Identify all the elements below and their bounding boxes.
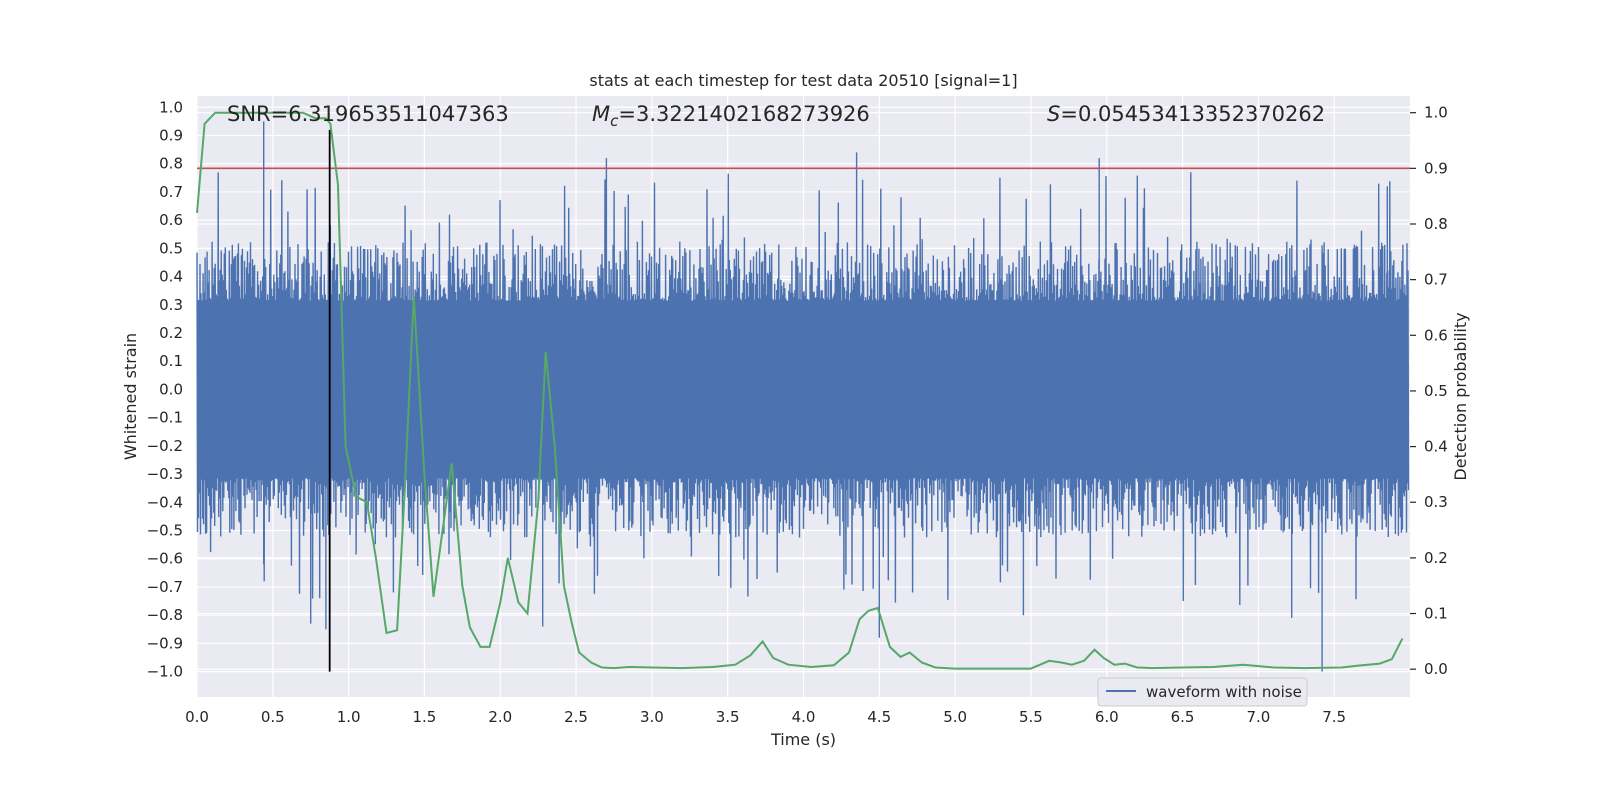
x-tick-label: 2.5: [564, 708, 588, 726]
detection-probability-series: [196, 111, 1404, 670]
left-y-axis-ticks: −1.0 −0.9 −0.8 −0.7 −0.6 −0.5 −0.4 −0.3 −0.2 −0.1…: [147, 98, 183, 680]
left-y-tick-label: 0.9: [159, 127, 183, 145]
right-y-tick-label: 0.3: [1424, 493, 1448, 511]
left-y-tick-label: −0.7: [147, 578, 183, 596]
right-y-tick-label: 0.0: [1424, 660, 1448, 678]
left-y-tick-label: 0.5: [159, 239, 183, 257]
x-tick-label: 1.0: [337, 708, 361, 726]
waveform-series: [196, 121, 1410, 672]
left-y-tick-label: −0.4: [147, 493, 183, 511]
left-y-tick-label: 0.6: [159, 211, 183, 229]
x-tick-label: 7.0: [1246, 708, 1270, 726]
right-y-tick-label: 1.0: [1424, 104, 1448, 122]
x-tick-label: 6.5: [1171, 708, 1195, 726]
right-y-tick-label: 0.1: [1424, 605, 1448, 623]
left-y-tick-label: 0.3: [159, 296, 183, 314]
right-y-tick-label: 0.8: [1424, 215, 1448, 233]
left-y-tick-label: 0.1: [159, 352, 183, 370]
left-y-tick-label: 0.0: [159, 380, 183, 398]
left-y-tick-label: 0.8: [159, 155, 183, 173]
x-tick-label: 6.0: [1095, 708, 1119, 726]
mc-value: =3.3221402168273926: [618, 102, 869, 126]
x-tick-label: 7.5: [1322, 708, 1346, 726]
left-y-tick-label: 0.2: [159, 324, 183, 342]
left-y-tick-label: 0.7: [159, 183, 183, 201]
right-y-tick-label: 0.6: [1424, 326, 1448, 344]
left-y-axis-label: Whitened strain: [121, 333, 140, 460]
x-axis-label: Time (s): [770, 730, 836, 749]
left-y-tick-label: −0.2: [147, 437, 183, 455]
right-y-tick-label: 0.5: [1424, 382, 1448, 400]
x-tick-label: 4.0: [792, 708, 816, 726]
mc-symbol: M: [592, 102, 610, 126]
x-tick-label: 2.0: [488, 708, 512, 726]
x-tick-label: 3.0: [640, 708, 664, 726]
left-y-tick-label: −1.0: [147, 663, 183, 681]
x-tick-label: 4.5: [867, 708, 891, 726]
left-y-tick-label: −0.6: [147, 550, 183, 568]
left-y-tick-label: −0.3: [147, 465, 183, 483]
snr-annotation: SNR=6.319653511047363: [227, 102, 509, 126]
left-y-tick-label: −0.9: [147, 634, 183, 652]
x-axis-ticks: 0.0 0.5 1.0 1.5 2.0 2.5 3.0 3.5 4.0 4.5 5.0 5.5 6.0 6…: [185, 708, 1346, 726]
left-y-tick-label: 1.0: [159, 98, 183, 116]
right-y-tick-label: 0.7: [1424, 271, 1448, 289]
chart-title: stats at each timestep for test data 205…: [589, 71, 1017, 90]
mc-subscript: c: [610, 112, 619, 130]
left-y-tick-label: −0.1: [147, 409, 183, 427]
left-y-tick-label: 0.4: [159, 268, 183, 286]
x-tick-label: 5.5: [1019, 708, 1043, 726]
right-y-axis-ticks: 0.0 0.1 0.2 0.3 0.4 0.5 0.6 0.7 0.8 0.9 1.0: [1410, 104, 1448, 678]
x-tick-label: 3.5: [716, 708, 740, 726]
legend: waveform with noise: [1097, 677, 1308, 707]
right-y-axis-label: Detection probability: [1451, 312, 1470, 480]
x-tick-label: 1.5: [413, 708, 437, 726]
x-tick-label: 5.0: [943, 708, 967, 726]
right-y-tick-label: 0.9: [1424, 159, 1448, 177]
chirp-mass-annotation: Mc=3.3221402168273926: [592, 102, 870, 130]
legend-box: [1097, 677, 1308, 707]
s-annotation: S=0.05453413352370262: [1047, 102, 1325, 126]
s-symbol: S: [1047, 102, 1060, 126]
s-value: =0.05453413352370262: [1060, 102, 1325, 126]
x-tick-label: 0.5: [261, 708, 285, 726]
left-y-tick-label: −0.8: [147, 606, 183, 624]
x-tick-label: 0.0: [185, 708, 209, 726]
left-y-tick-label: −0.5: [147, 522, 183, 540]
right-y-tick-label: 0.2: [1424, 549, 1448, 567]
right-y-tick-label: 0.4: [1424, 438, 1448, 456]
legend-label-waveform: waveform with noise: [1146, 683, 1302, 701]
